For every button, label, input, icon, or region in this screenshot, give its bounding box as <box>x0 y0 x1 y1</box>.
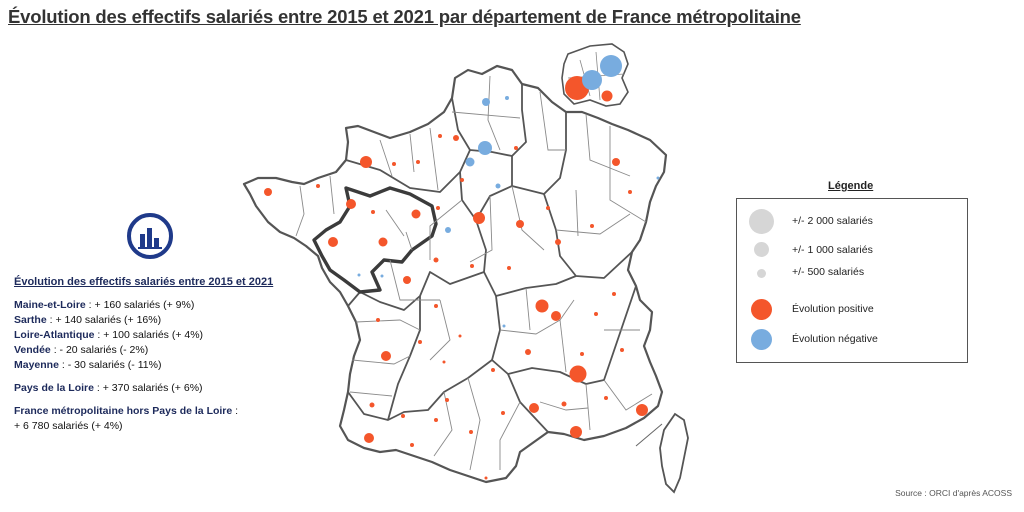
pays-de-la-loire-outline <box>312 186 438 294</box>
page-title: Évolution des effectifs salariés entre 2… <box>8 6 801 27</box>
legend-size-dot-large <box>749 209 774 234</box>
bubble-inset-4 <box>601 90 613 102</box>
summary-row: Vendée : - 20 salariés (- 2%) <box>14 344 149 356</box>
summary-rest-row: France métropolitaine hors Pays de la Lo… <box>14 405 239 417</box>
legend-size-large: +/- 2 000 salariés <box>792 215 873 227</box>
summary-row: Loire-Atlantique : + 100 salariés (+ 4%) <box>14 329 204 341</box>
legend-size-dot-medium <box>754 242 769 257</box>
department-boundaries <box>295 75 653 471</box>
summary-panel: Évolution des effectifs salariés entre 2… <box>14 275 274 434</box>
legend-size-medium: +/- 1 000 salariés <box>792 244 873 256</box>
summary-title: Évolution des effectifs salariés entre 2… <box>14 276 274 288</box>
summary-rest-value: + 6 780 salariés (+ 4%) <box>14 420 123 432</box>
summary-row: Sarthe : + 140 salariés (+ 16%) <box>14 314 162 326</box>
legend-positive-dot <box>751 299 772 320</box>
legend-size-small: +/- 500 salariés <box>792 266 865 278</box>
orci-logo-icon <box>127 213 173 259</box>
summary-row: Mayenne : - 30 salariés (- 11%) <box>14 359 162 371</box>
summary-region-row: Pays de la Loire : + 370 salariés (+ 6%) <box>14 382 203 394</box>
legend-size-dot-small <box>757 269 766 278</box>
corsica-separator <box>635 423 663 447</box>
france-outline <box>242 64 668 484</box>
legend-negative: Évolution négative <box>792 333 878 345</box>
legend-negative-dot <box>751 329 772 350</box>
legend-positive: Évolution positive <box>792 303 874 315</box>
source-note: Source : ORCI d'après ACOSS <box>895 488 1012 498</box>
corsica-outline <box>659 412 689 494</box>
bubble-inset-2 <box>582 70 602 90</box>
summary-row: Maine-et-Loire : + 160 salariés (+ 9%) <box>14 299 195 311</box>
bubbles <box>264 55 660 480</box>
legend-title: Légende <box>828 180 874 192</box>
legend-box: +/- 2 000 salariés +/- 1 000 salariés +/… <box>736 198 968 363</box>
bubble-inset-3 <box>600 55 622 77</box>
